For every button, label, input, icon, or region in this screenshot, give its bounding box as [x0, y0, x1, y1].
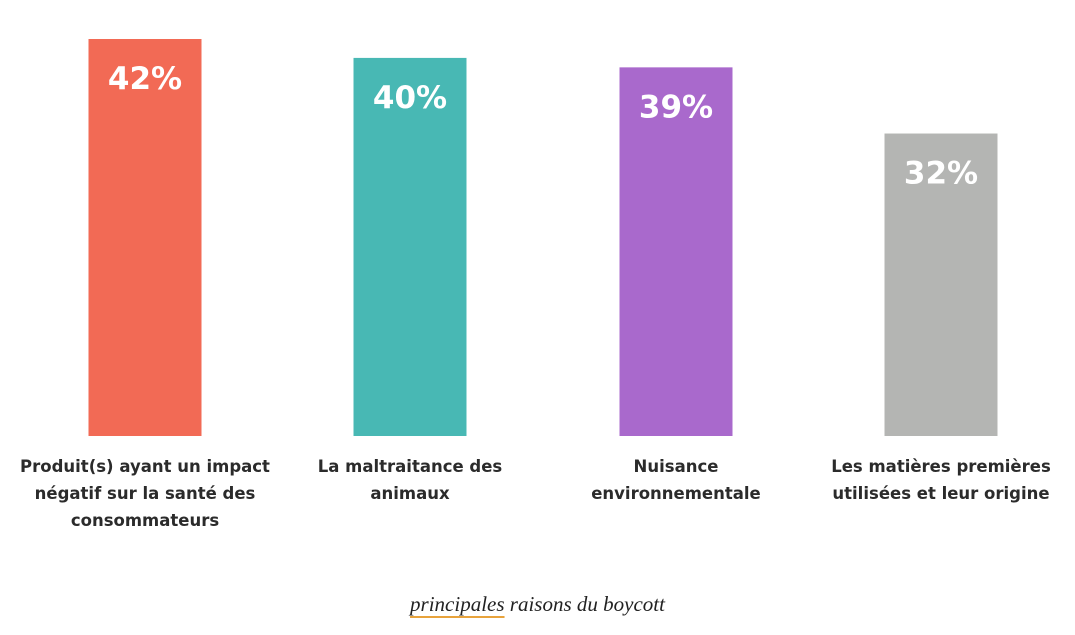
bar-value-label-1: 42%	[108, 61, 182, 97]
chart-caption: principales raisons du boycott	[0, 592, 1075, 617]
bar-value-label-4: 32%	[904, 156, 978, 192]
caption-first-word: principales	[410, 592, 505, 616]
category-label-line: Nuisance	[633, 457, 719, 476]
category-label-line: environnementale	[591, 484, 761, 503]
category-label-3: Nuisance environnementale	[551, 453, 801, 507]
bar-3	[619, 67, 733, 436]
caption-rest: raisons du boycott	[504, 592, 665, 616]
bar-value-label-2: 40%	[373, 80, 447, 116]
category-label-line: La maltraitance des	[317, 457, 503, 476]
category-label-line: Les matières premières	[831, 457, 1051, 476]
bar-4	[884, 133, 998, 436]
bar-value-label-3: 39%	[639, 89, 713, 125]
category-label-4: Les matières premières utilisées et leur …	[816, 453, 1066, 507]
category-label-line: négatif sur la santé des	[34, 484, 256, 503]
bar-1	[88, 39, 202, 436]
category-label-line: Produit(s) ayant un impact	[20, 457, 270, 476]
category-label-line: utilisées et leur origine	[832, 484, 1050, 503]
category-label-1: Produit(s) ayant un impact négatif sur la…	[20, 453, 270, 534]
category-label-line: animaux	[370, 484, 450, 503]
bar-2	[353, 57, 467, 437]
category-label-2: La maltraitance des animaux	[285, 453, 535, 507]
category-label-line: consommateurs	[70, 511, 220, 530]
